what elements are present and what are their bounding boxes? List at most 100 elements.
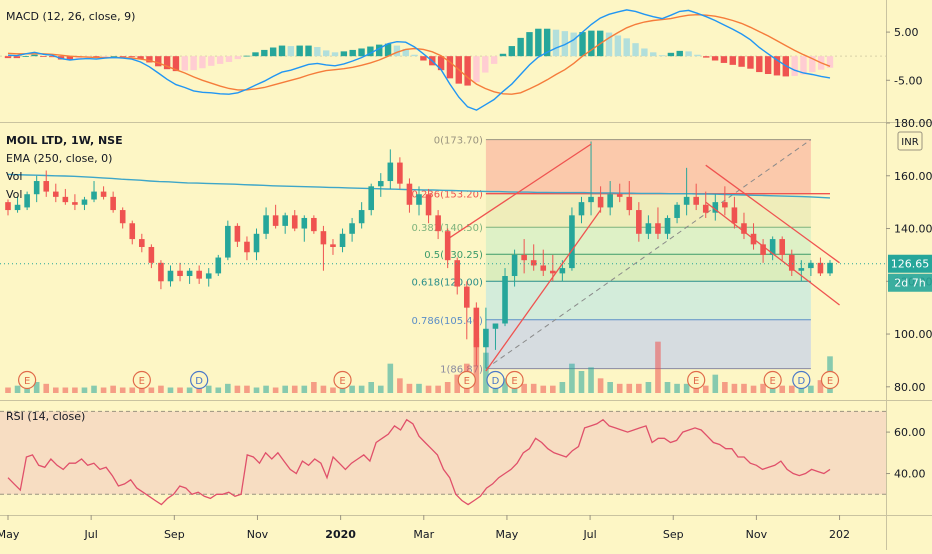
price-pane[interactable]: 0(173.70)0.236(153.20)0.382(140.50)0.5(1… <box>0 117 932 394</box>
candle-body[interactable] <box>234 225 241 242</box>
currency-badge[interactable]: INR <box>897 131 923 151</box>
candle-body[interactable] <box>521 254 527 261</box>
candle-body[interactable] <box>779 239 786 255</box>
candle-body[interactable] <box>100 191 107 197</box>
candle-body[interactable] <box>349 223 355 234</box>
candle-body[interactable] <box>72 202 78 205</box>
fib-trend-line[interactable] <box>485 139 812 370</box>
macd-legend-title[interactable]: MACD (12, 26, close, 9) <box>6 10 135 23</box>
candle-body[interactable] <box>139 239 145 247</box>
candle-body[interactable] <box>253 233 260 253</box>
candle-body[interactable] <box>712 202 719 213</box>
fib-level-label[interactable]: 0.786(105.40) <box>411 316 483 327</box>
candle-body[interactable] <box>397 162 403 184</box>
candle-body[interactable] <box>540 265 547 271</box>
candle-body[interactable] <box>731 207 738 224</box>
candle-body[interactable] <box>607 194 613 208</box>
candle-body[interactable] <box>416 194 422 205</box>
rsi-pane[interactable]: 60.00 40.00 <box>0 410 926 506</box>
candle-body[interactable] <box>569 215 575 269</box>
candle-body[interactable] <box>167 270 174 282</box>
candle-body[interactable] <box>330 244 336 247</box>
macd-line[interactable] <box>7 9 831 111</box>
trend-channel-line[interactable] <box>447 143 592 240</box>
dividend-event-icon[interactable] <box>792 370 811 390</box>
candle-body[interactable] <box>788 254 795 271</box>
candle-body[interactable] <box>435 215 441 232</box>
candle-body[interactable] <box>263 215 269 234</box>
candle-body[interactable] <box>158 262 164 282</box>
candle-body[interactable] <box>368 186 375 211</box>
candle-body[interactable] <box>827 262 833 274</box>
candle-body[interactable] <box>43 181 50 192</box>
candle-body[interactable] <box>425 194 432 216</box>
candle-body[interactable] <box>683 196 690 205</box>
candle-body[interactable] <box>616 194 623 197</box>
candle-body[interactable] <box>406 183 413 205</box>
macd-pane[interactable]: 5.00 -5.00 <box>0 9 922 111</box>
candle-body[interactable] <box>473 307 480 348</box>
candle-body[interactable] <box>559 268 566 274</box>
candle-body[interactable] <box>320 231 327 245</box>
candle-body[interactable] <box>664 217 671 234</box>
candle-body[interactable] <box>454 260 461 287</box>
candle-body[interactable] <box>301 217 308 229</box>
candle-body[interactable] <box>244 241 250 253</box>
dividend-event-icon[interactable] <box>190 370 209 390</box>
trend-channel-line[interactable] <box>705 201 840 306</box>
candle-body[interactable] <box>91 191 97 200</box>
fib-level-label[interactable]: 0(173.70) <box>434 136 483 147</box>
earnings-event-icon[interactable] <box>132 370 151 390</box>
candle-body[interactable] <box>148 246 155 263</box>
candle-body[interactable] <box>215 257 222 274</box>
earnings-event-icon[interactable] <box>505 370 524 390</box>
candle-body[interactable] <box>817 262 824 274</box>
vol-legend-title[interactable]: Vol <box>6 170 22 183</box>
candle-body[interactable] <box>119 210 126 224</box>
candle-body[interactable] <box>550 270 556 274</box>
earnings-event-icon[interactable] <box>457 370 476 390</box>
candle-body[interactable] <box>377 181 384 187</box>
trend-channel-line[interactable] <box>485 209 602 372</box>
candle-body[interactable] <box>741 223 747 234</box>
candle-body[interactable] <box>205 273 212 279</box>
candle-body[interactable] <box>674 204 680 218</box>
candle-body[interactable] <box>291 215 298 229</box>
candle-body[interactable] <box>444 231 451 261</box>
fib-level-label[interactable]: 0.5(130.25) <box>424 250 483 261</box>
candle-body[interactable] <box>702 204 709 213</box>
candle-body[interactable] <box>722 202 728 208</box>
earnings-event-icon[interactable] <box>18 370 37 390</box>
candle-body[interactable] <box>798 268 805 271</box>
candle-body[interactable] <box>597 196 604 208</box>
candle-body[interactable] <box>808 262 814 269</box>
candle-body[interactable] <box>463 286 470 308</box>
candle-body[interactable] <box>511 254 518 277</box>
earnings-event-icon[interactable] <box>763 370 782 390</box>
candle-body[interactable] <box>282 215 288 226</box>
candle-body[interactable] <box>5 202 11 211</box>
candle-body[interactable] <box>14 204 21 211</box>
candle-body[interactable] <box>530 260 537 266</box>
candle-body[interactable] <box>33 181 40 195</box>
candle-body[interactable] <box>502 276 508 324</box>
candle-body[interactable] <box>588 196 594 203</box>
candle-body[interactable] <box>186 270 193 277</box>
time-axis[interactable]: May Jul Sep Nov 2020 Mar May Jul Sep Nov 202 <box>0 515 850 541</box>
ema-legend-title[interactable]: EMA (250, close, 0) <box>6 152 112 165</box>
earnings-event-icon[interactable] <box>333 370 352 390</box>
candle-body[interactable] <box>52 191 59 197</box>
candle-body[interactable] <box>81 199 88 205</box>
fib-level-label[interactable]: 0.618(120.00) <box>411 277 483 288</box>
candle-body[interactable] <box>196 270 202 279</box>
candle-body[interactable] <box>110 196 116 211</box>
candle-body[interactable] <box>387 162 394 182</box>
macd-signal-line[interactable] <box>7 13 831 95</box>
candle-body[interactable] <box>760 244 766 255</box>
candle-body[interactable] <box>655 223 661 234</box>
rsi-line[interactable] <box>7 418 831 506</box>
rsi-legend-title[interactable]: RSI (14, close) <box>6 410 85 423</box>
candle-body[interactable] <box>311 217 317 232</box>
candle-body[interactable] <box>492 323 499 329</box>
